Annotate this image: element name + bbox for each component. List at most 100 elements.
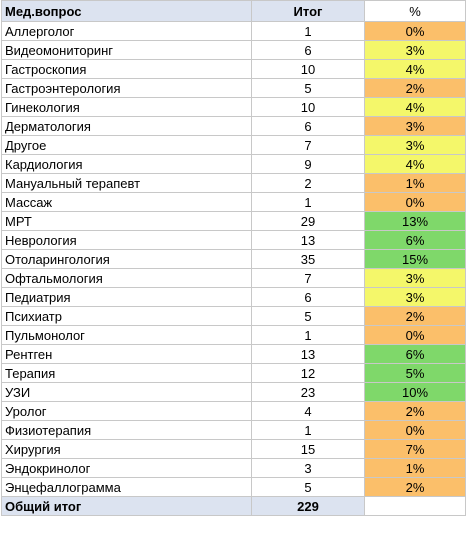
- cell-question[interactable]: Массаж: [1, 192, 252, 212]
- table-row: Уролог 4 2%: [1, 401, 466, 421]
- cell-total[interactable]: 13: [251, 344, 365, 364]
- cell-percent[interactable]: 7%: [364, 439, 466, 459]
- cell-total[interactable]: 5: [251, 78, 365, 98]
- cell-total[interactable]: 15: [251, 439, 365, 459]
- cell-total[interactable]: 1: [251, 420, 365, 440]
- cell-question[interactable]: Эндокринолог: [1, 458, 252, 478]
- header-row: Мед.вопрос Итог %: [1, 0, 466, 22]
- cell-total[interactable]: 1: [251, 325, 365, 345]
- cell-question[interactable]: Педиатрия: [1, 287, 252, 307]
- cell-percent[interactable]: 1%: [364, 173, 466, 193]
- cell-question[interactable]: Гастроскопия: [1, 59, 252, 79]
- grand-total-empty-cell[interactable]: [364, 496, 466, 516]
- cell-percent[interactable]: 3%: [364, 40, 466, 60]
- cell-percent[interactable]: 6%: [364, 344, 466, 364]
- cell-percent[interactable]: 0%: [364, 325, 466, 345]
- table-row: Физиотерапия 1 0%: [1, 420, 466, 440]
- grand-total-value[interactable]: 229: [251, 496, 365, 516]
- cell-question[interactable]: Уролог: [1, 401, 252, 421]
- cell-question[interactable]: Кардиология: [1, 154, 252, 174]
- cell-percent[interactable]: 2%: [364, 477, 466, 497]
- table-row: Дерматология 6 3%: [1, 116, 466, 136]
- table-row: Аллерголог 1 0%: [1, 21, 466, 41]
- cell-total[interactable]: 1: [251, 192, 365, 212]
- cell-total[interactable]: 6: [251, 40, 365, 60]
- grand-total-label[interactable]: Общий итог: [1, 496, 252, 516]
- cell-total[interactable]: 7: [251, 135, 365, 155]
- table-row: Кардиология 9 4%: [1, 154, 466, 174]
- cell-total[interactable]: 5: [251, 306, 365, 326]
- cell-percent[interactable]: 0%: [364, 420, 466, 440]
- cell-total[interactable]: 4: [251, 401, 365, 421]
- table-row: МРТ 29 13%: [1, 211, 466, 231]
- cell-total[interactable]: 10: [251, 97, 365, 117]
- cell-question[interactable]: Другое: [1, 135, 252, 155]
- header-total[interactable]: Итог: [251, 0, 365, 22]
- cell-question[interactable]: Физиотерапия: [1, 420, 252, 440]
- cell-total[interactable]: 12: [251, 363, 365, 383]
- table-row: Эндокринолог 3 1%: [1, 458, 466, 478]
- cell-percent[interactable]: 3%: [364, 116, 466, 136]
- cell-percent[interactable]: 4%: [364, 59, 466, 79]
- cell-question[interactable]: Отоларингология: [1, 249, 252, 269]
- grand-total-row: Общий итог 229: [1, 496, 466, 516]
- cell-percent[interactable]: 3%: [364, 287, 466, 307]
- cell-question[interactable]: Гинекология: [1, 97, 252, 117]
- cell-total[interactable]: 3: [251, 458, 365, 478]
- cell-percent[interactable]: 1%: [364, 458, 466, 478]
- cell-total[interactable]: 5: [251, 477, 365, 497]
- cell-percent[interactable]: 0%: [364, 192, 466, 212]
- cell-question[interactable]: УЗИ: [1, 382, 252, 402]
- cell-total[interactable]: 35: [251, 249, 365, 269]
- cell-total[interactable]: 29: [251, 211, 365, 231]
- cell-question[interactable]: Хирургия: [1, 439, 252, 459]
- table-row: Рентген 13 6%: [1, 344, 466, 364]
- cell-percent[interactable]: 6%: [364, 230, 466, 250]
- cell-total[interactable]: 6: [251, 287, 365, 307]
- cell-percent[interactable]: 10%: [364, 382, 466, 402]
- cell-total[interactable]: 7: [251, 268, 365, 288]
- cell-question[interactable]: Пульмонолог: [1, 325, 252, 345]
- cell-percent[interactable]: 2%: [364, 401, 466, 421]
- cell-question[interactable]: Дерматология: [1, 116, 252, 136]
- table-row: Энцефаллограмма 5 2%: [1, 477, 466, 497]
- cell-total[interactable]: 23: [251, 382, 365, 402]
- cell-question[interactable]: Рентген: [1, 344, 252, 364]
- cell-percent[interactable]: 4%: [364, 154, 466, 174]
- cell-question[interactable]: МРТ: [1, 211, 252, 231]
- cell-percent[interactable]: 2%: [364, 306, 466, 326]
- cell-question[interactable]: Мануальный терапевт: [1, 173, 252, 193]
- cell-total[interactable]: 2: [251, 173, 365, 193]
- cell-percent[interactable]: 13%: [364, 211, 466, 231]
- cell-percent[interactable]: 3%: [364, 135, 466, 155]
- cell-percent[interactable]: 2%: [364, 78, 466, 98]
- table-row: Пульмонолог 1 0%: [1, 325, 466, 345]
- cell-total[interactable]: 9: [251, 154, 365, 174]
- cell-question[interactable]: Психиатр: [1, 306, 252, 326]
- cell-percent[interactable]: 15%: [364, 249, 466, 269]
- cell-total[interactable]: 10: [251, 59, 365, 79]
- table-row: Хирургия 15 7%: [1, 439, 466, 459]
- cell-percent[interactable]: 0%: [364, 21, 466, 41]
- table-row: УЗИ 23 10%: [1, 382, 466, 402]
- cell-question[interactable]: Терапия: [1, 363, 252, 383]
- cell-percent[interactable]: 5%: [364, 363, 466, 383]
- cell-question[interactable]: Неврология: [1, 230, 252, 250]
- table-row: Неврология 13 6%: [1, 230, 466, 250]
- cell-question[interactable]: Энцефаллограмма: [1, 477, 252, 497]
- cell-question[interactable]: Гастроэнтерология: [1, 78, 252, 98]
- table-row: Мануальный терапевт 2 1%: [1, 173, 466, 193]
- cell-total[interactable]: 1: [251, 21, 365, 41]
- header-percent[interactable]: %: [364, 0, 466, 22]
- cell-question[interactable]: Видеомониторинг: [1, 40, 252, 60]
- cell-question[interactable]: Аллерголог: [1, 21, 252, 41]
- header-question[interactable]: Мед.вопрос: [1, 0, 252, 22]
- cell-total[interactable]: 13: [251, 230, 365, 250]
- cell-total[interactable]: 6: [251, 116, 365, 136]
- table-row: Гастроэнтерология 5 2%: [1, 78, 466, 98]
- table-row: Терапия 12 5%: [1, 363, 466, 383]
- cell-percent[interactable]: 4%: [364, 97, 466, 117]
- table-row: Офтальмология 7 3%: [1, 268, 466, 288]
- cell-percent[interactable]: 3%: [364, 268, 466, 288]
- cell-question[interactable]: Офтальмология: [1, 268, 252, 288]
